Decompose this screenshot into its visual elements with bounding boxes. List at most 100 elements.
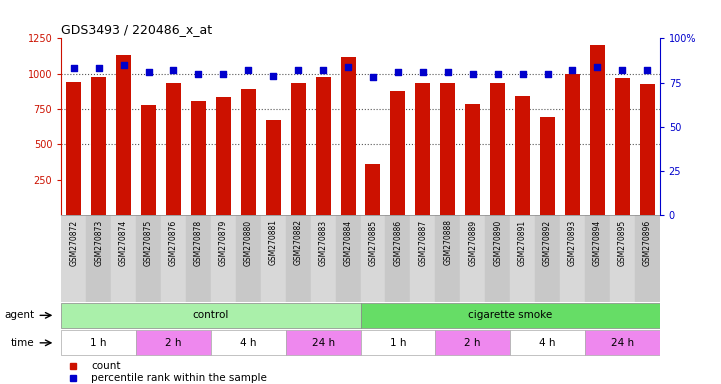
Point [68,65,79,71]
Bar [485,215,510,301]
Bar [87,215,111,301]
Bar [191,101,206,215]
Bar [66,82,81,215]
Bar [360,331,435,355]
Bar [161,215,186,301]
Text: GSM270878: GSM270878 [194,220,203,266]
Bar [360,303,660,328]
Point [417,69,428,75]
Point [517,71,528,77]
Text: GSM270883: GSM270883 [319,220,327,266]
Bar [386,215,410,301]
Bar [286,331,360,355]
Point [143,69,154,75]
Bar [460,215,485,301]
Bar [166,83,181,215]
Text: control: control [193,310,229,320]
Bar [311,215,335,301]
Bar [615,78,630,215]
Text: GSM270894: GSM270894 [593,220,602,266]
Bar [560,215,585,301]
Bar [216,97,231,215]
Bar [391,91,405,215]
Bar [640,84,655,215]
Bar [366,164,381,215]
Bar [291,83,306,215]
Bar [116,55,131,215]
Text: 4 h: 4 h [240,338,257,348]
Bar [266,121,280,215]
Text: GSM270882: GSM270882 [293,220,303,265]
Bar [61,215,87,301]
Bar [435,331,510,355]
Text: GSM270872: GSM270872 [69,220,79,266]
Bar [535,215,560,301]
Point [467,71,479,77]
Point [317,67,329,73]
Text: count: count [91,361,120,371]
Bar [515,96,530,215]
Bar [111,215,136,301]
Point [242,67,254,73]
Bar [261,215,286,301]
Bar [610,215,634,301]
Bar [585,331,660,355]
Text: GSM270890: GSM270890 [493,220,502,266]
Point [367,74,379,80]
Text: 2 h: 2 h [464,338,481,348]
Text: GSM270892: GSM270892 [543,220,552,266]
Bar [415,83,430,215]
Bar [335,215,360,301]
Text: 2 h: 2 h [165,338,182,348]
Bar [360,215,386,301]
Bar [540,117,555,215]
Bar [141,105,156,215]
Text: time: time [11,338,35,348]
Text: GSM270888: GSM270888 [443,220,452,265]
Text: percentile rank within the sample: percentile rank within the sample [91,373,267,383]
Bar [211,215,236,301]
Point [442,69,454,75]
Text: 4 h: 4 h [539,338,556,348]
Bar [316,76,330,215]
Bar [565,74,580,215]
Text: GSM270873: GSM270873 [94,220,103,266]
Bar [441,83,455,215]
Bar [435,215,460,301]
Text: GSM270896: GSM270896 [642,220,652,266]
Bar [410,215,435,301]
Bar [590,45,605,215]
Text: 24 h: 24 h [311,338,335,348]
Point [293,67,304,73]
Bar [61,303,360,328]
Point [267,73,279,79]
Bar [585,215,610,301]
Bar [136,215,161,301]
Text: GSM270876: GSM270876 [169,220,178,266]
Text: 24 h: 24 h [611,338,634,348]
Text: GSM270893: GSM270893 [568,220,577,266]
Point [93,65,105,71]
Point [193,71,204,77]
Bar [136,331,211,355]
Text: 1 h: 1 h [389,338,406,348]
Text: GSM270889: GSM270889 [468,220,477,266]
Text: 1 h: 1 h [90,338,107,348]
Bar [61,331,136,355]
Point [392,69,404,75]
Point [567,67,578,73]
Bar [286,215,311,301]
Point [616,67,628,73]
Bar [186,215,211,301]
Bar [91,77,106,215]
Point [118,62,129,68]
Bar [340,57,355,215]
Text: GDS3493 / 220486_x_at: GDS3493 / 220486_x_at [61,23,213,36]
Text: GSM270880: GSM270880 [244,220,253,266]
Text: GSM270885: GSM270885 [368,220,378,266]
Point [592,64,603,70]
Bar [241,89,256,215]
Text: agent: agent [4,310,35,320]
Text: GSM270891: GSM270891 [518,220,527,266]
Text: GSM270879: GSM270879 [219,220,228,266]
